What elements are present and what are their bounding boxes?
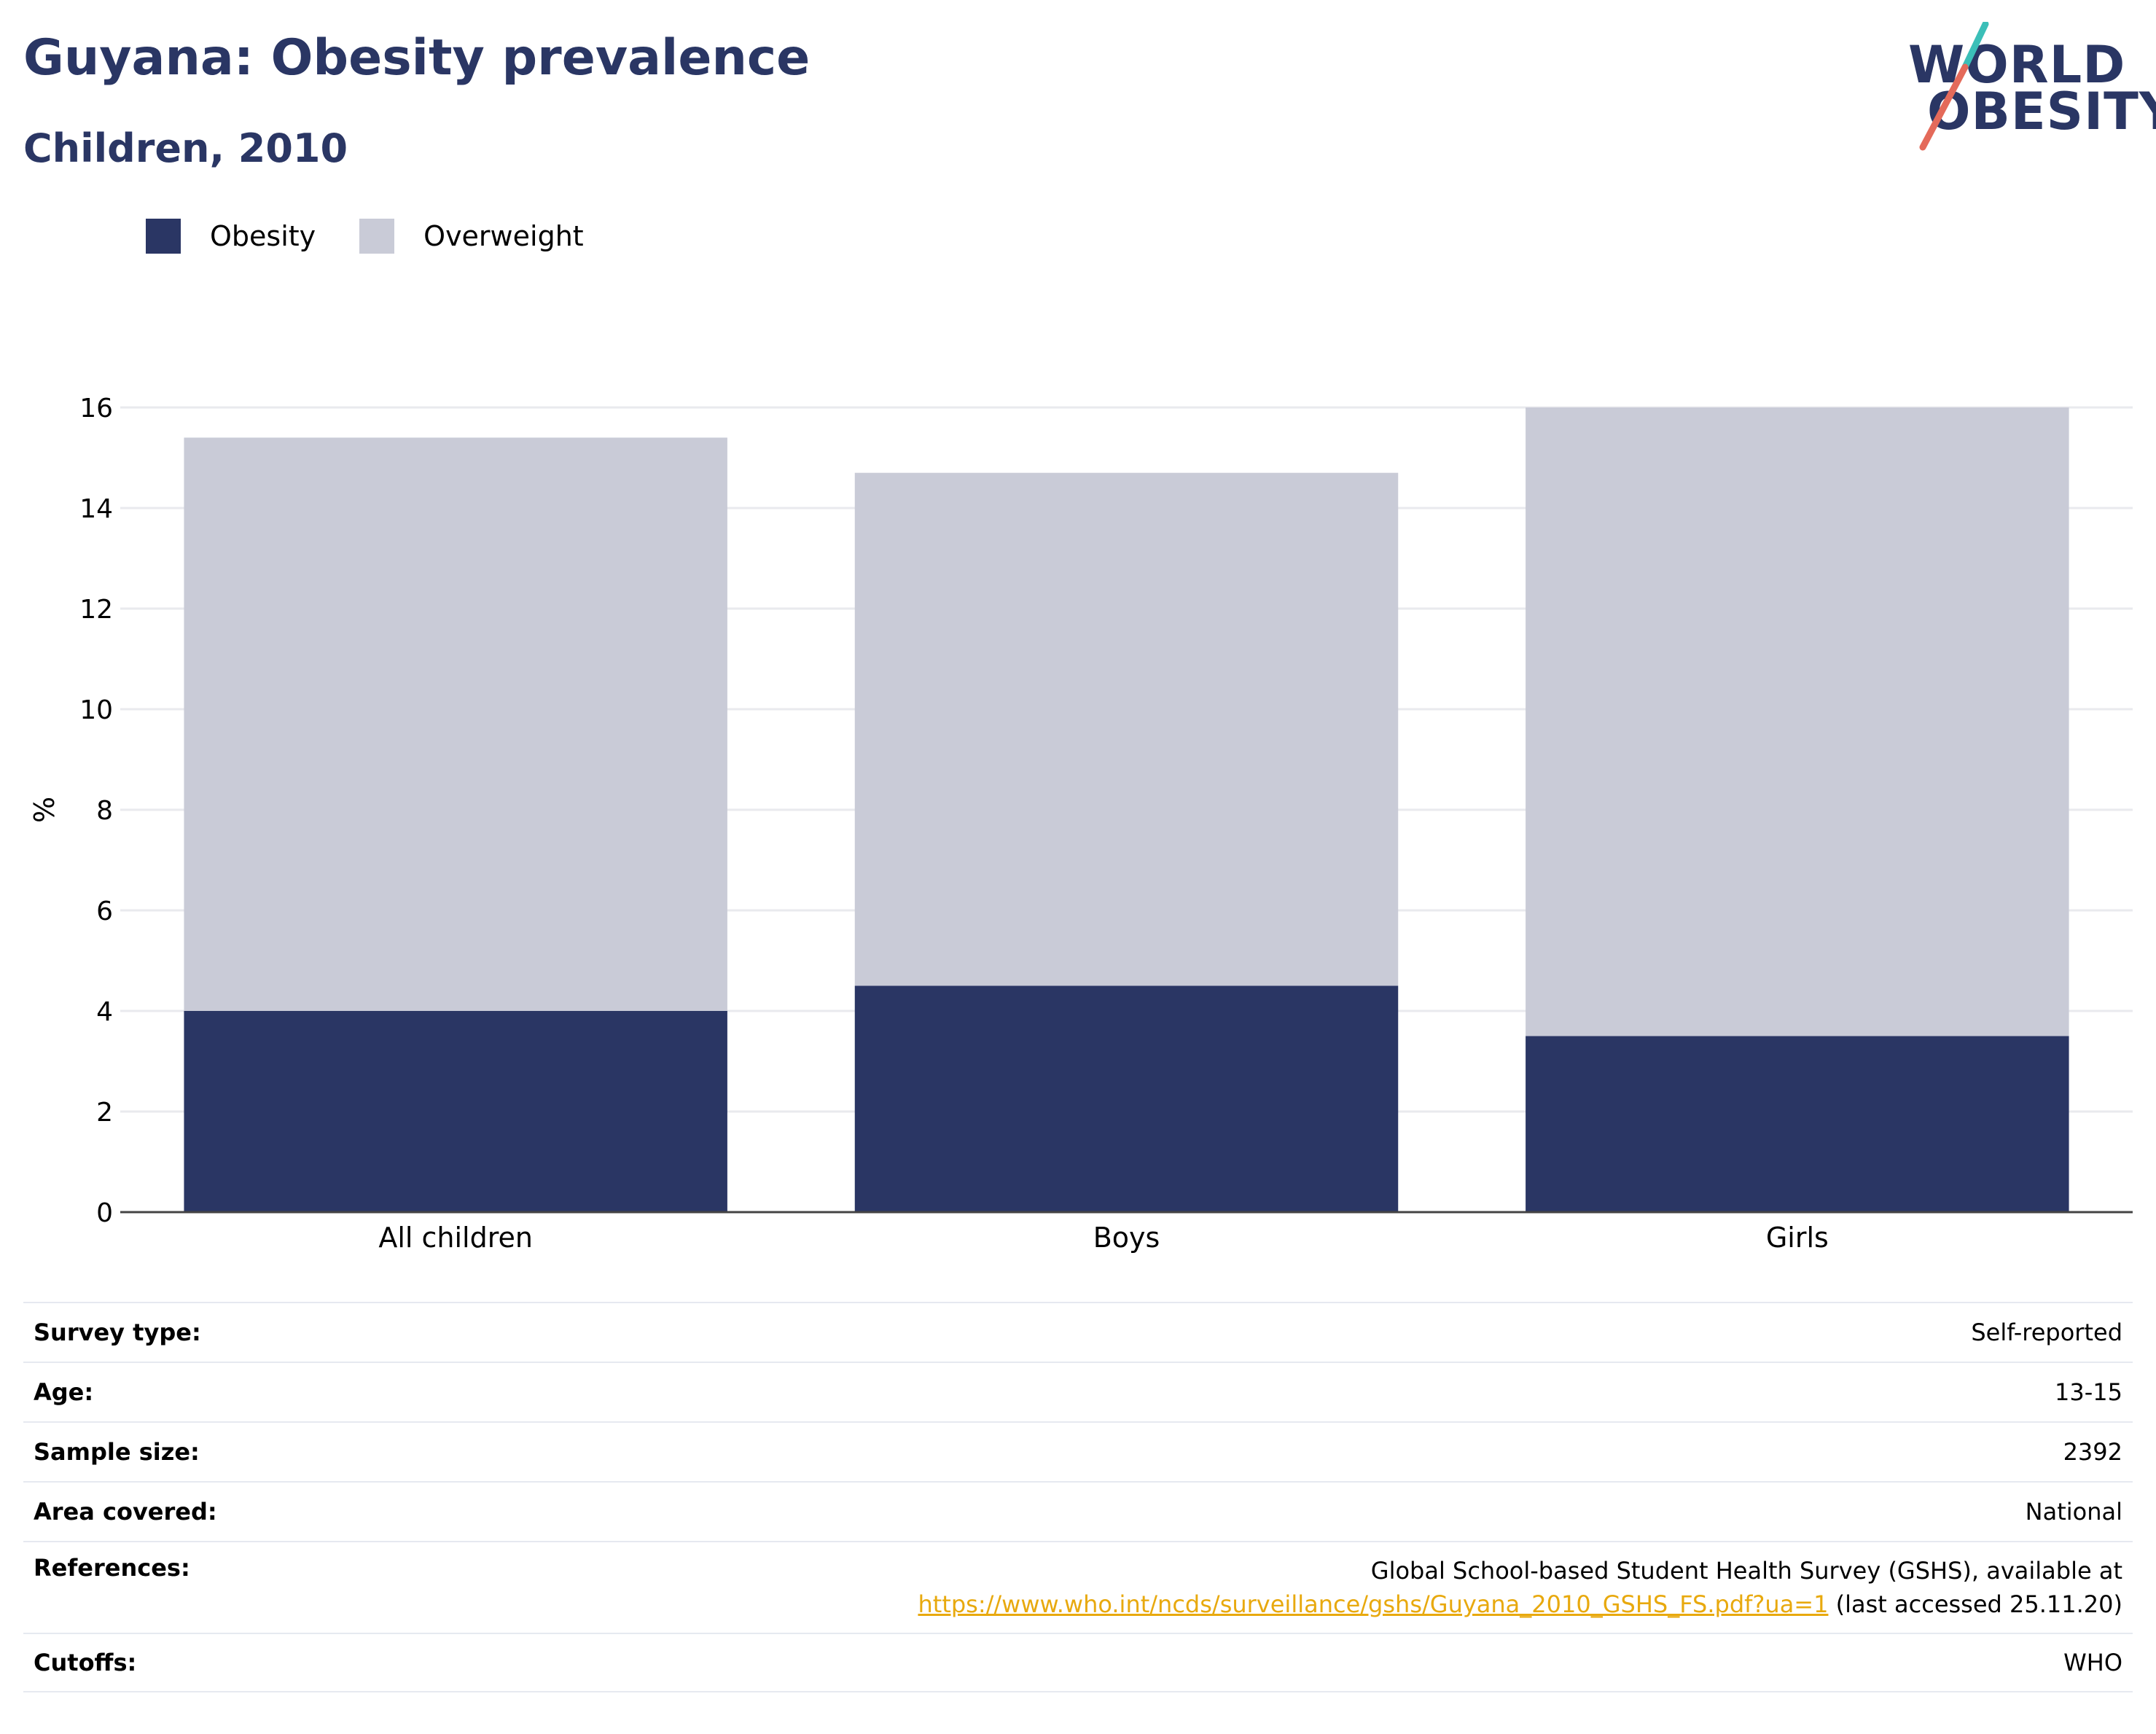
age-label: Age:: [34, 1378, 94, 1406]
logo-line-2: OBESITY: [1927, 82, 2156, 141]
survey-details-table: Survey type: Self-reported Age: 13-15 Sa…: [23, 1302, 2133, 1692]
detail-row-cutoffs: Cutoffs: WHO: [23, 1633, 2133, 1692]
y-tick-label: 2: [96, 1098, 113, 1128]
x-tick-label: Girls: [1766, 1222, 1829, 1254]
y-tick-label: 6: [96, 897, 113, 926]
y-tick-label: 10: [79, 695, 113, 725]
cutoffs-label: Cutoffs:: [34, 1649, 137, 1676]
bar-obesity-girls: [1526, 1036, 2069, 1212]
legend-swatch-obesity: [146, 219, 181, 254]
sample-size-label: Sample size:: [34, 1438, 200, 1466]
area-covered-value: National: [2025, 1498, 2122, 1526]
chart-subtitle: Children, 2010: [23, 125, 348, 171]
references-text: Global School-based Student Health Surve…: [1370, 1557, 2122, 1585]
bar-overweight-girls: [1526, 407, 2069, 1036]
y-tick-label: 8: [96, 796, 113, 826]
references-value: Global School-based Student Health Surve…: [918, 1554, 2122, 1621]
detail-row-area-covered: Area covered: National: [23, 1481, 2133, 1541]
detail-row-age: Age: 13-15: [23, 1362, 2133, 1421]
logo-slash-icon: [1919, 22, 1989, 151]
y-tick-label: 12: [79, 595, 113, 625]
bar-overweight-boys: [854, 472, 1399, 986]
x-tick-label: Boys: [1093, 1222, 1160, 1254]
y-tick-label: 14: [79, 494, 113, 524]
survey-type-value: Self-reported: [1971, 1319, 2122, 1346]
legend-item-obesity[interactable]: Obesity: [146, 219, 316, 254]
chart-legend: Obesity Overweight: [146, 217, 628, 255]
age-value: 13-15: [2055, 1378, 2122, 1406]
bar-overweight-all-children: [184, 437, 727, 1011]
cutoffs-value: WHO: [2063, 1649, 2122, 1676]
detail-row-sample-size: Sample size: 2392: [23, 1421, 2133, 1481]
references-link[interactable]: https://www.who.int/ncds/surveillance/gs…: [918, 1590, 1829, 1618]
legend-label-obesity: Obesity: [210, 220, 316, 252]
x-tick-label: All children: [378, 1222, 533, 1254]
y-axis-label: %: [28, 797, 60, 823]
chart-title: Guyana: Obesity prevalence: [23, 29, 811, 87]
detail-row-references: References: Global School-based Student …: [23, 1541, 2133, 1633]
legend-swatch-overweight: [359, 219, 395, 254]
references-link-line: https://www.who.int/ncds/surveillance/gs…: [918, 1587, 2122, 1621]
survey-type-label: Survey type:: [34, 1319, 201, 1346]
logo-line-1: WORLD: [1908, 35, 2126, 95]
detail-row-survey-type: Survey type: Self-reported: [23, 1302, 2133, 1362]
references-label: References:: [34, 1554, 190, 1582]
stacked-bar-chart: 0 2 4 6 8 10 12 14 16% All children Boys Girls: [28, 394, 2133, 1254]
bar-obesity-boys: [854, 985, 1399, 1212]
legend-label-overweight: Overweight: [423, 220, 584, 252]
sample-size-value: 2392: [2063, 1438, 2122, 1466]
y-tick-label: 4: [96, 997, 113, 1027]
y-tick-label: 0: [96, 1198, 113, 1228]
legend-item-overweight[interactable]: Overweight: [359, 219, 584, 254]
bar-obesity-all-children: [184, 1011, 727, 1212]
area-covered-label: Area covered:: [34, 1498, 217, 1526]
y-tick-label: 16: [79, 394, 113, 423]
world-obesity-logo: WORLD OBESITY: [1902, 22, 2156, 153]
references-suffix: (last accessed 25.11.20): [1828, 1590, 2122, 1618]
